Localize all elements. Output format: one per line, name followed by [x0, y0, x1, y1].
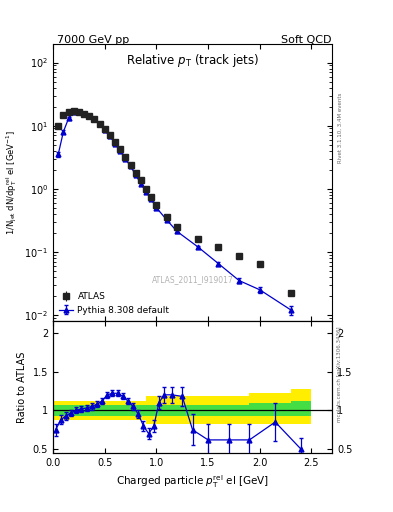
Y-axis label: 1/N$_{\rm jet}$ dN/dp$_{\rm T}^{\rm rel}$ el [GeV$^{-1}$]: 1/N$_{\rm jet}$ dN/dp$_{\rm T}^{\rm rel}…: [4, 130, 19, 234]
Text: mcplots.cern.ch [arXiv:1306.3436]: mcplots.cern.ch [arXiv:1306.3436]: [338, 326, 342, 421]
Text: Relative $p_{\rm T}$ (track jets): Relative $p_{\rm T}$ (track jets): [126, 52, 259, 69]
Y-axis label: Ratio to ATLAS: Ratio to ATLAS: [17, 351, 27, 423]
X-axis label: Charged particle $p_{\rm T}^{\rm rel}$ el [GeV]: Charged particle $p_{\rm T}^{\rm rel}$ e…: [116, 474, 269, 490]
Text: ATLAS_2011_I919017: ATLAS_2011_I919017: [152, 275, 233, 284]
Text: 7000 GeV pp: 7000 GeV pp: [57, 35, 129, 45]
Text: Rivet 3.1.10, 3.4M events: Rivet 3.1.10, 3.4M events: [338, 93, 342, 163]
Legend: ATLAS, Pythia 8.308 default: ATLAS, Pythia 8.308 default: [57, 290, 171, 316]
Text: Soft QCD: Soft QCD: [281, 35, 331, 45]
